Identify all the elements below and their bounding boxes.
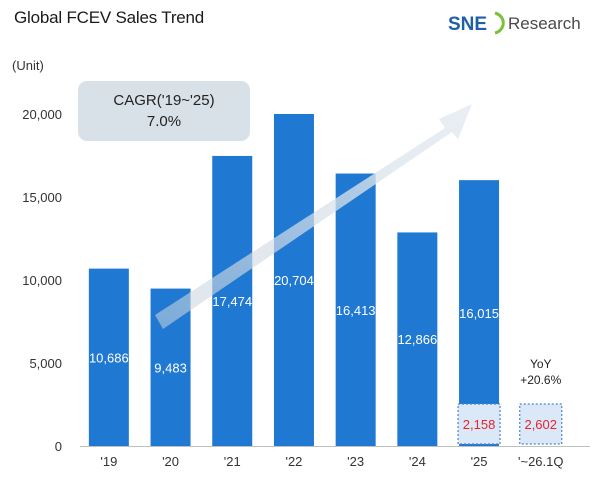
y-tick-label: 10,000: [22, 273, 62, 288]
logo-swoosh-icon: [494, 11, 505, 35]
bar: [459, 180, 500, 446]
bar: [335, 173, 376, 447]
logo-suffix: Research: [508, 14, 581, 33]
bar-value-label: 20,704: [274, 273, 314, 288]
sne-research-logo: SNE Research: [448, 11, 581, 35]
logo-brand: SNE: [448, 14, 487, 35]
x-tick-label: '19: [100, 454, 117, 469]
bar-value-label: 16,413: [336, 303, 376, 318]
x-tick-label: '21: [224, 454, 241, 469]
q1-value-label: 2,602: [524, 417, 557, 432]
y-tick-label: 15,000: [22, 190, 62, 205]
q1-bar: [457, 403, 501, 445]
bar-value-label: 9,483: [154, 360, 187, 375]
y-tick-label: 20,000: [22, 107, 62, 122]
cagr-value: 7.0%: [147, 113, 181, 130]
x-tick-label: '25: [471, 454, 488, 469]
x-tick-label: '22: [285, 454, 302, 469]
x-tick-label: '~26.1Q: [518, 454, 564, 469]
x-tick-label: '20: [162, 454, 179, 469]
yoy-value: +20.6%: [520, 373, 561, 387]
y-tick-label: 5,000: [29, 356, 62, 371]
bar-value-label: 10,686: [89, 350, 129, 365]
yoy-label: YoY: [530, 357, 552, 371]
chart-title: Global FCEV Sales Trend: [14, 8, 205, 27]
y-tick-label: 0: [55, 439, 62, 454]
bar-value-label: 12,866: [397, 332, 437, 347]
q1-value-label: 2,158: [463, 417, 496, 432]
cagr-trend-arrow-icon: [155, 104, 472, 329]
bar-value-label: 17,474: [212, 294, 252, 309]
q1-bar: [519, 403, 563, 445]
bar: [397, 232, 438, 446]
bar: [212, 155, 253, 447]
cagr-box: [78, 81, 250, 141]
bar: [88, 268, 129, 446]
cagr-label: CAGR('19~'25): [113, 92, 214, 109]
x-tick-label: '24: [409, 454, 426, 469]
x-tick-label: '23: [347, 454, 364, 469]
y-axis-unit-label: (Unit): [12, 58, 44, 73]
bar: [273, 114, 314, 446]
bar-value-label: 16,015: [459, 306, 499, 321]
